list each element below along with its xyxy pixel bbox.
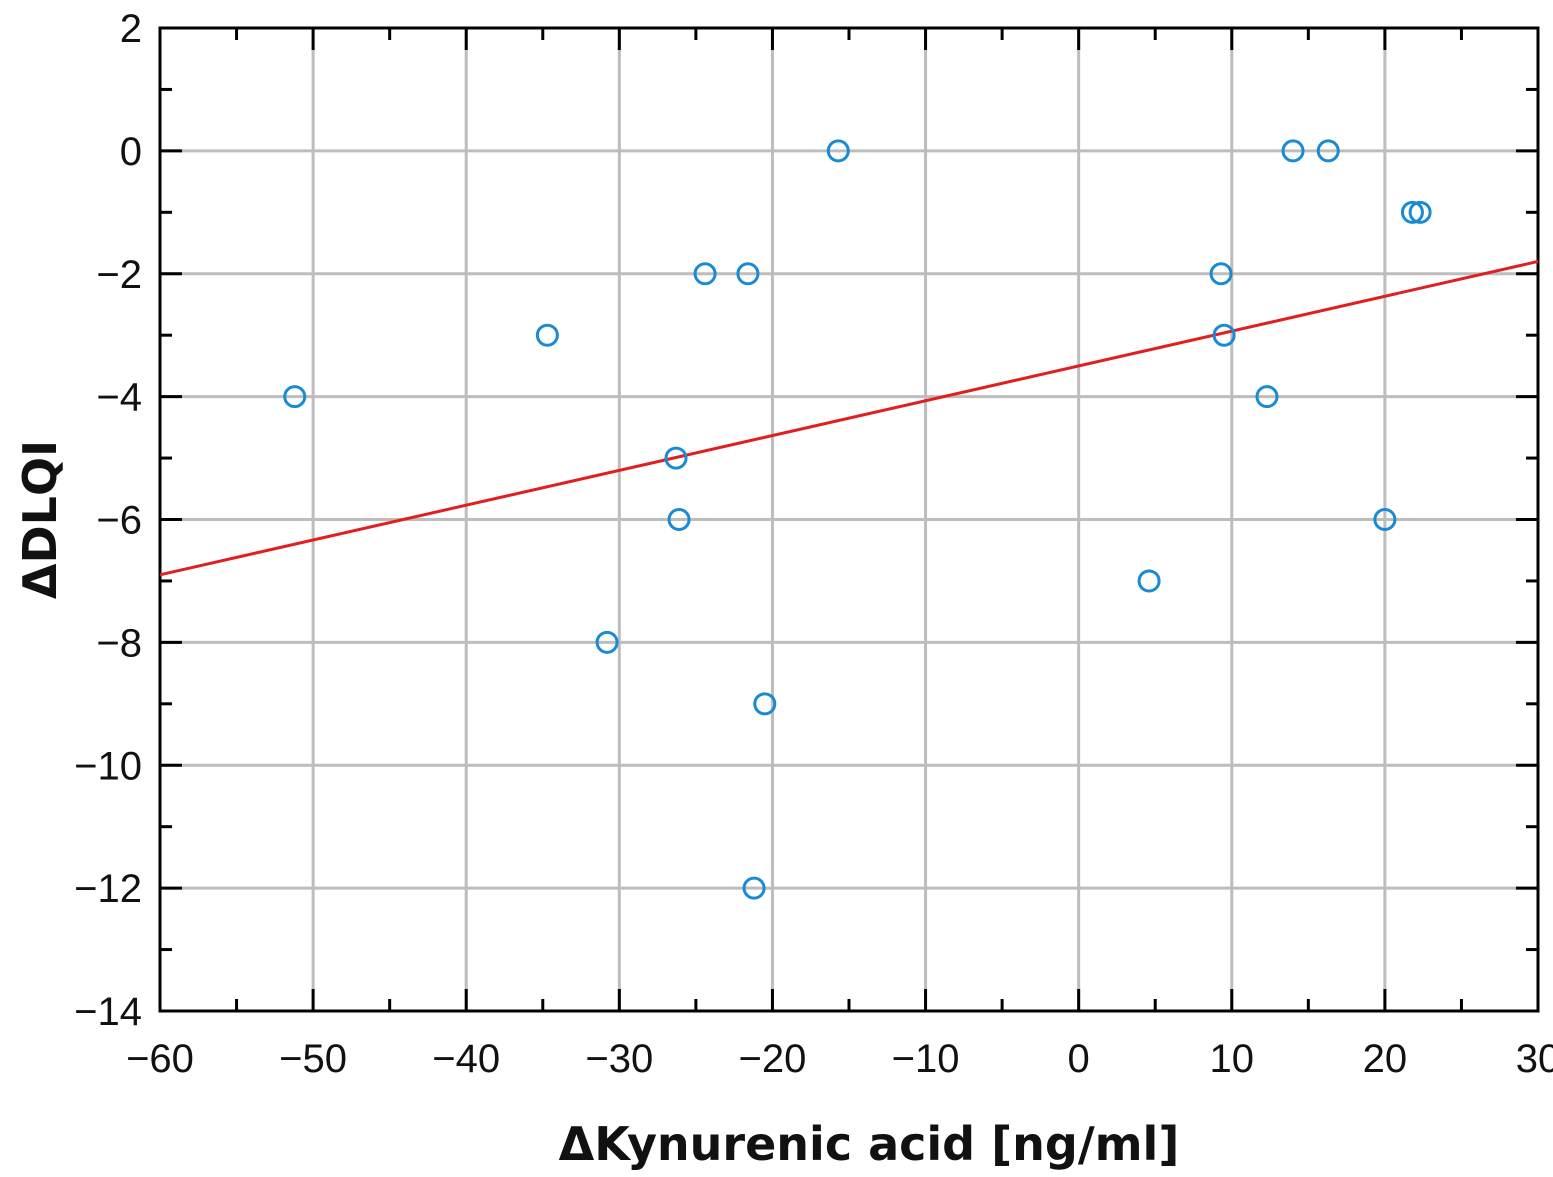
data-point bbox=[826, 139, 850, 163]
data-points bbox=[283, 139, 1432, 900]
x-tick-label: 30 bbox=[1516, 1037, 1553, 1081]
y-tick-label: −12 bbox=[74, 867, 142, 911]
data-point bbox=[1408, 200, 1432, 224]
data-point bbox=[595, 630, 619, 654]
data-point bbox=[1137, 569, 1161, 593]
x-tick-label: −40 bbox=[432, 1037, 500, 1081]
y-tick-label: 2 bbox=[120, 7, 142, 51]
data-point bbox=[753, 692, 777, 716]
plot-frame bbox=[158, 26, 1540, 1013]
y-tick-label: −2 bbox=[96, 253, 142, 297]
data-point bbox=[1255, 385, 1279, 409]
x-tick-label: −10 bbox=[892, 1037, 960, 1081]
x-tick-label: 0 bbox=[1068, 1037, 1090, 1081]
x-tick-label: −20 bbox=[739, 1037, 807, 1081]
regression-line bbox=[159, 259, 1539, 577]
y-tick-label: 0 bbox=[120, 130, 142, 174]
data-point bbox=[1373, 508, 1397, 531]
data-point bbox=[1212, 323, 1236, 347]
y-tick-label: −6 bbox=[96, 499, 142, 543]
data-point bbox=[736, 262, 760, 286]
x-tick-label: 20 bbox=[1363, 1037, 1408, 1081]
data-point bbox=[664, 446, 688, 470]
y-tick-label: −10 bbox=[74, 744, 142, 788]
data-point bbox=[693, 262, 717, 286]
y-tick-label: −14 bbox=[74, 990, 142, 1034]
data-point bbox=[1316, 139, 1340, 163]
data-point bbox=[283, 385, 307, 409]
data-point bbox=[1400, 200, 1424, 224]
axis-ticks bbox=[158, 26, 1540, 1013]
data-point bbox=[667, 508, 691, 531]
data-point bbox=[1209, 262, 1233, 286]
x-tick-label: 10 bbox=[1210, 1037, 1255, 1081]
y-tick-label: −8 bbox=[96, 621, 142, 665]
x-tick-labels: −60 −50 −40 −30 −20 −10 0 10 20 30 bbox=[126, 1037, 1553, 1081]
data-point bbox=[535, 323, 559, 347]
x-tick-label: −50 bbox=[279, 1037, 347, 1081]
y-tick-labels: −14 −12 −10 −8 −6 −4 −2 0 2 bbox=[74, 7, 142, 1034]
grid-lines bbox=[160, 28, 1538, 1011]
y-tick-label: −4 bbox=[96, 376, 142, 420]
x-axis-label: ΔKynurenic acid [ng/ml] bbox=[559, 1117, 1180, 1171]
x-tick-label: −60 bbox=[126, 1037, 194, 1081]
data-point bbox=[742, 876, 766, 900]
data-point bbox=[1281, 139, 1305, 163]
x-tick-label: −30 bbox=[585, 1037, 653, 1081]
y-axis-label: ΔDLQI bbox=[13, 440, 67, 599]
